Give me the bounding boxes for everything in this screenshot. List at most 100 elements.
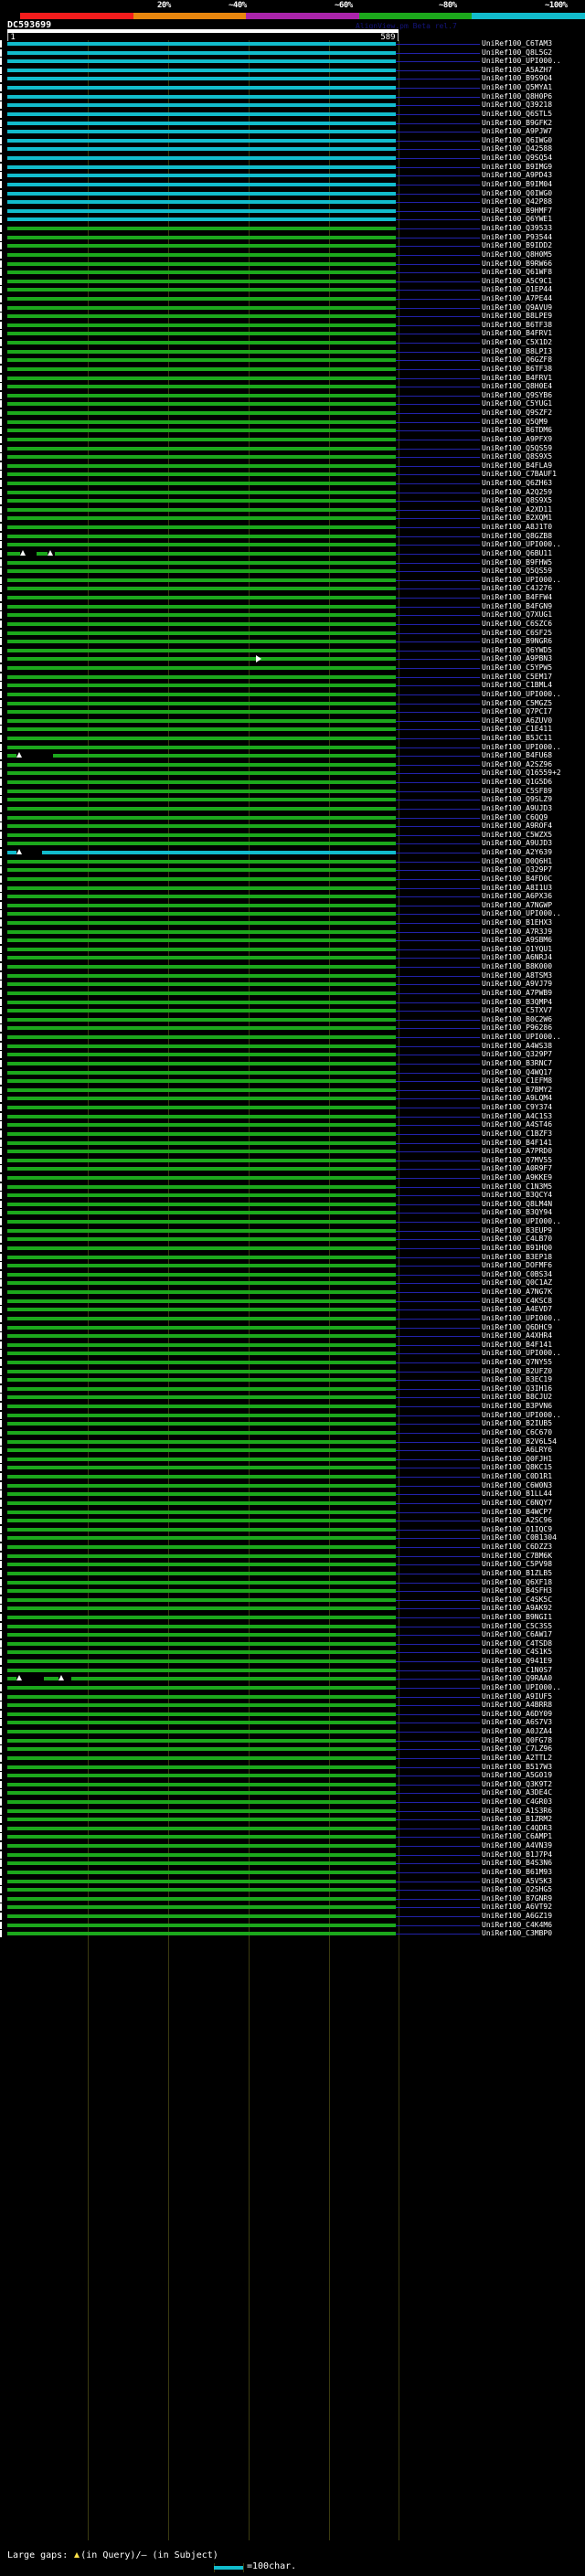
hsp-bar[interactable] <box>7 341 397 345</box>
hsp-bar[interactable] <box>7 86 397 90</box>
hsp-bar[interactable] <box>7 1114 397 1118</box>
hsp-bar[interactable] <box>7 1861 397 1866</box>
hsp-bar[interactable] <box>7 806 397 811</box>
hsp-bar[interactable] <box>7 68 397 72</box>
hit-label[interactable]: UniRef100_B91HQ0 <box>482 1243 553 1252</box>
hsp-bar[interactable] <box>7 1483 397 1488</box>
hit-label[interactable]: UniRef100_A9ROF4 <box>482 822 553 831</box>
hsp-bar[interactable] <box>7 1835 397 1839</box>
alignment-row[interactable]: UniRef100_B9NGI1 <box>0 1613 585 1622</box>
alignment-row[interactable]: UniRef100_UPI000.. <box>0 1350 585 1358</box>
hit-label[interactable]: UniRef100_A6ZUV0 <box>482 716 553 725</box>
hit-label[interactable]: UniRef100_UPI000.. <box>482 909 561 918</box>
hsp-bar[interactable] <box>7 366 397 371</box>
hit-label[interactable]: UniRef100_B3QY94 <box>482 1208 553 1217</box>
hsp-bar[interactable] <box>7 446 397 451</box>
alignment-row[interactable]: UniRef100_A9UJD3 <box>0 804 585 813</box>
hit-label[interactable]: UniRef100_C6NQY7 <box>482 1498 553 1507</box>
alignment-row[interactable]: UniRef100_B4WCP7 <box>0 1508 585 1517</box>
alignment-row[interactable]: UniRef100_C4GR03 <box>0 1798 585 1807</box>
hit-label[interactable]: UniRef100_B4SFH3 <box>482 1586 553 1595</box>
alignment-row[interactable]: UniRef100_B517W3 <box>0 1763 585 1772</box>
hit-label[interactable]: UniRef100_A4BRR8 <box>482 1701 553 1710</box>
alignment-row[interactable]: UniRef100_A2SC96 <box>0 1517 585 1525</box>
hit-label[interactable]: UniRef100_B6TF38 <box>482 364 553 373</box>
hsp-bar[interactable] <box>7 252 397 257</box>
alignment-row[interactable]: UniRef100_B4SFH3 <box>0 1587 585 1595</box>
hit-label[interactable]: UniRef100_B9S9Q4 <box>482 74 553 83</box>
alignment-row[interactable]: UniRef100_B9IM04 <box>0 180 585 189</box>
hit-label[interactable]: UniRef100_UPI000.. <box>482 1313 561 1322</box>
hsp-bar[interactable] <box>7 754 397 758</box>
hit-label[interactable]: UniRef100_Q941E9 <box>482 1657 553 1666</box>
alignment-row[interactable]: UniRef100_A9SBM6 <box>0 937 585 945</box>
alignment-row[interactable]: UniRef100_D0Q6H1 <box>0 857 585 866</box>
hit-label[interactable]: UniRef100_A5C9C1 <box>482 276 553 285</box>
hsp-bar[interactable] <box>7 868 397 873</box>
alignment-row[interactable]: UniRef100_B6TF38 <box>0 321 585 330</box>
hit-label[interactable]: UniRef100_UPI000.. <box>482 689 561 698</box>
alignment-row[interactable]: UniRef100_UPI000.. <box>0 1218 585 1226</box>
alignment-row[interactable]: UniRef100_Q9SQ54 <box>0 154 585 163</box>
hsp-bar[interactable] <box>7 42 397 46</box>
hsp-bar[interactable] <box>7 1694 397 1699</box>
hsp-bar[interactable] <box>7 1220 397 1224</box>
hit-label[interactable]: UniRef100_B9HMF7 <box>482 206 553 215</box>
alignment-row[interactable]: UniRef100_C4LB70 <box>0 1235 585 1244</box>
hsp-bar[interactable] <box>7 1158 397 1162</box>
hit-label[interactable]: UniRef100_C6DZZ3 <box>482 1542 553 1552</box>
hsp-bar[interactable] <box>7 1299 397 1303</box>
alignment-row[interactable]: UniRef100_B9HMF7 <box>0 207 585 216</box>
hsp-bar[interactable] <box>7 376 397 380</box>
alignment-row[interactable]: UniRef100_B6TDM6 <box>0 427 585 435</box>
hsp-bar[interactable] <box>7 1905 397 1910</box>
hsp-bar[interactable] <box>7 1571 397 1575</box>
hit-label[interactable]: UniRef100_C5MGZ5 <box>482 698 553 707</box>
hit-label[interactable]: UniRef100_Q6YWD5 <box>482 645 553 654</box>
hit-label[interactable]: UniRef100_A6NRJ4 <box>482 953 553 962</box>
hsp-bar[interactable] <box>7 77 397 81</box>
hit-label[interactable]: UniRef100_B0C2W6 <box>482 1014 553 1023</box>
hit-label[interactable]: UniRef100_B2IUB5 <box>482 1419 553 1428</box>
hit-label[interactable]: UniRef100_B4FLA9 <box>482 461 553 470</box>
alignment-row[interactable]: UniRef100_A8J1T0 <box>0 524 585 532</box>
hit-label[interactable]: UniRef100_Q61WF8 <box>482 268 553 277</box>
hsp-bar[interactable] <box>7 1553 397 1558</box>
hit-label[interactable]: UniRef100_A6PX36 <box>482 892 553 901</box>
hit-label[interactable]: UniRef100_C7LZ96 <box>482 1744 553 1754</box>
hsp-bar[interactable] <box>7 156 397 161</box>
hit-label[interactable]: UniRef100_B4S3N6 <box>482 1859 553 1868</box>
hit-label[interactable]: UniRef100_C6TAM3 <box>482 39 553 48</box>
hit-label[interactable]: UniRef100_C4J276 <box>482 584 553 593</box>
hit-label[interactable]: UniRef100_Q1IQC9 <box>482 1524 553 1533</box>
hsp-bar[interactable] <box>7 1738 397 1743</box>
hsp-bar[interactable] <box>7 419 397 424</box>
alignment-row[interactable]: UniRef100_C6AW17 <box>0 1631 585 1639</box>
alignment-row[interactable]: UniRef100_Q329P7 <box>0 1051 585 1059</box>
hit-label[interactable]: UniRef100_Q9SYB6 <box>482 390 553 399</box>
hit-label[interactable]: UniRef100_C4S1K5 <box>482 1648 553 1657</box>
hsp-bar[interactable] <box>7 314 397 319</box>
alignment-row[interactable]: UniRef100_A6PX36 <box>0 893 585 901</box>
hsp-bar[interactable] <box>7 631 397 635</box>
hsp-bar[interactable] <box>7 947 397 951</box>
hit-label[interactable]: UniRef100_B9FHW5 <box>482 557 553 567</box>
hit-label[interactable]: UniRef100_B4FGN9 <box>482 601 553 610</box>
hsp-bar[interactable] <box>7 1290 397 1295</box>
alignment-row[interactable]: UniRef100_Q5MYA1 <box>0 84 585 92</box>
hsp-bar[interactable] <box>7 701 397 705</box>
hit-label[interactable]: UniRef100_A2Y639 <box>482 848 553 857</box>
alignment-row[interactable]: UniRef100_A2TTL2 <box>0 1754 585 1763</box>
hsp-bar[interactable] <box>7 1000 397 1004</box>
hit-label[interactable]: UniRef100_B8LPI3 <box>482 346 553 355</box>
hsp-bar[interactable] <box>7 191 397 196</box>
hit-label[interactable]: UniRef100_C6QQ9 <box>482 812 548 822</box>
alignment-row[interactable]: UniRef100_C1N0S7 <box>0 1666 585 1675</box>
hsp-bar[interactable] <box>7 270 397 275</box>
alignment-row[interactable]: UniRef100_Q4WQ17 <box>0 1068 585 1077</box>
alignment-row[interactable]: UniRef100_A3DE4C <box>0 1789 585 1797</box>
alignment-row[interactable]: UniRef100_B3PVN6 <box>0 1403 585 1411</box>
alignment-row[interactable]: UniRef100_C6SZC6 <box>0 620 585 629</box>
hsp-bar[interactable] <box>7 1536 397 1541</box>
hit-label[interactable]: UniRef100_Q7NY55 <box>482 1358 553 1366</box>
